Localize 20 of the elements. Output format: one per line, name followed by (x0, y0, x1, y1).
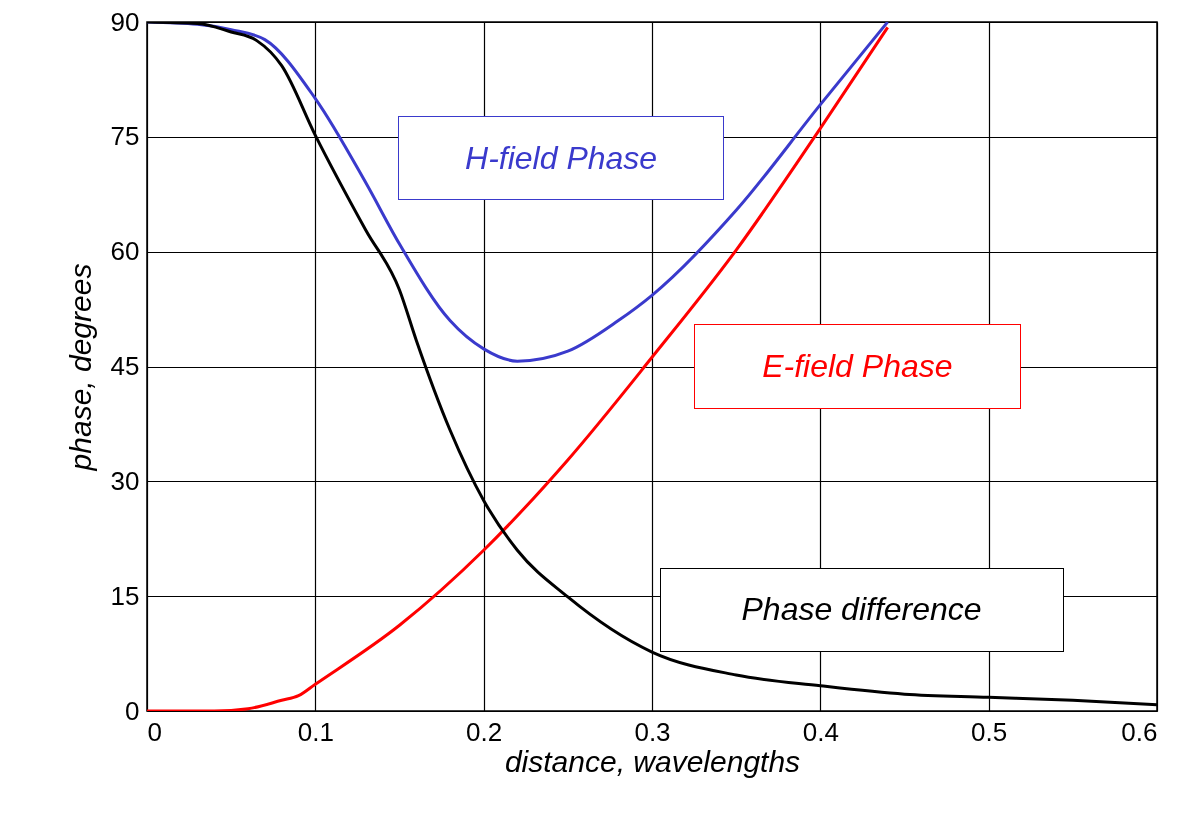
y-tick-label: 0 (125, 695, 140, 726)
x-tick-label: 0.4 (802, 716, 839, 747)
x-tick-label: 0.6 (1121, 716, 1158, 747)
x-tick-label: 0.5 (971, 716, 1008, 747)
y-tick-label: 15 (110, 580, 140, 611)
y-axis-title: phase, degrees (63, 263, 97, 472)
y-tick-label: 45 (110, 351, 140, 381)
y-tick-label: 30 (110, 465, 140, 496)
x-tick-label: 0.1 (297, 716, 334, 747)
x-tick-label: 0.3 (634, 716, 671, 747)
label-frame: Phase difference (659, 567, 1064, 653)
label-frame: H-field Phase (397, 116, 725, 201)
x-tick-label: 0.2 (466, 716, 503, 747)
y-tick-label: 75 (110, 121, 140, 152)
y-tick-label: 60 (110, 236, 140, 267)
x-tick-label: 0 (147, 716, 162, 747)
series-label: Phase difference (741, 591, 982, 629)
x-axis-title: distance, wavelengths (504, 744, 801, 778)
label-frame: E-field Phase (694, 324, 1021, 409)
y-tick-label: 90 (110, 6, 140, 37)
